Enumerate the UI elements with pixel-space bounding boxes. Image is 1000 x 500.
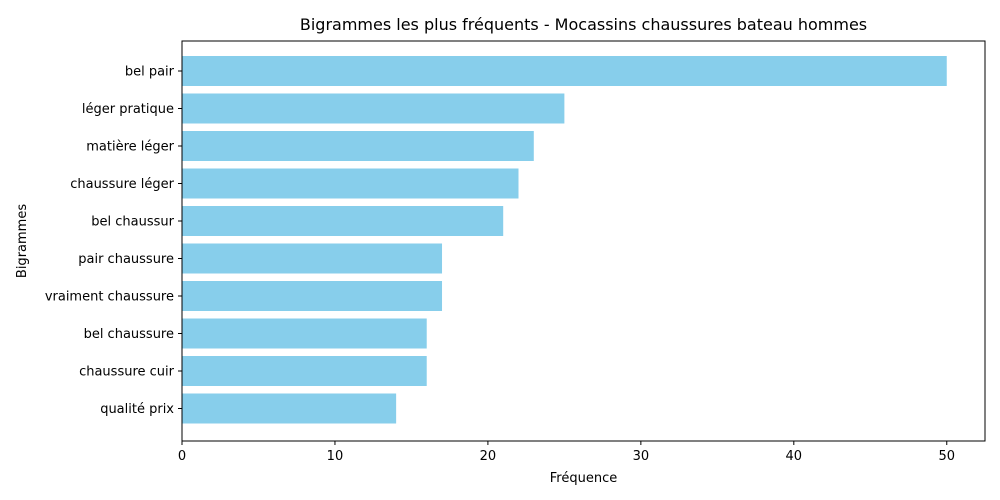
bars bbox=[182, 56, 947, 424]
bar bbox=[182, 281, 443, 311]
y-tick-label: pair chaussure bbox=[78, 252, 174, 267]
bar bbox=[182, 318, 427, 349]
chart-title: Bigrammes les plus fréquents - Mocassins… bbox=[300, 15, 867, 34]
bar bbox=[182, 93, 565, 124]
x-tick-label: 10 bbox=[327, 449, 344, 464]
bar bbox=[182, 56, 947, 86]
bar bbox=[182, 168, 519, 199]
y-tick-label: vraiment chaussure bbox=[45, 290, 174, 305]
x-axis-ticks: 0 10 20 30 40 50 bbox=[178, 441, 955, 464]
y-tick-label: bel pair bbox=[125, 65, 175, 80]
bar bbox=[182, 131, 534, 161]
y-tick-label: chaussure cuir bbox=[79, 365, 175, 380]
x-tick-label: 0 bbox=[178, 449, 186, 464]
x-tick-label: 30 bbox=[633, 449, 650, 464]
bar bbox=[182, 356, 427, 386]
bar bbox=[182, 393, 397, 424]
x-tick-label: 50 bbox=[938, 449, 955, 464]
x-tick-label: 20 bbox=[480, 449, 497, 464]
bar bbox=[182, 243, 443, 274]
x-tick-label: 40 bbox=[786, 449, 803, 464]
y-tick-label: bel chaussur bbox=[91, 215, 174, 230]
y-tick-label: léger pratique bbox=[82, 102, 174, 117]
y-axis-label: Bigrammes bbox=[15, 204, 30, 278]
y-tick-label: matière léger bbox=[86, 140, 174, 155]
x-axis-label: Fréquence bbox=[550, 471, 617, 486]
y-axis-ticks: bel pair léger pratique matière léger chaus… bbox=[45, 65, 182, 417]
y-tick-label: qualité prix bbox=[100, 402, 174, 417]
plot-frame bbox=[181, 40, 986, 442]
bar bbox=[182, 206, 504, 236]
y-tick-label: chaussure léger bbox=[70, 177, 174, 192]
y-tick-label: bel chaussure bbox=[84, 327, 174, 342]
